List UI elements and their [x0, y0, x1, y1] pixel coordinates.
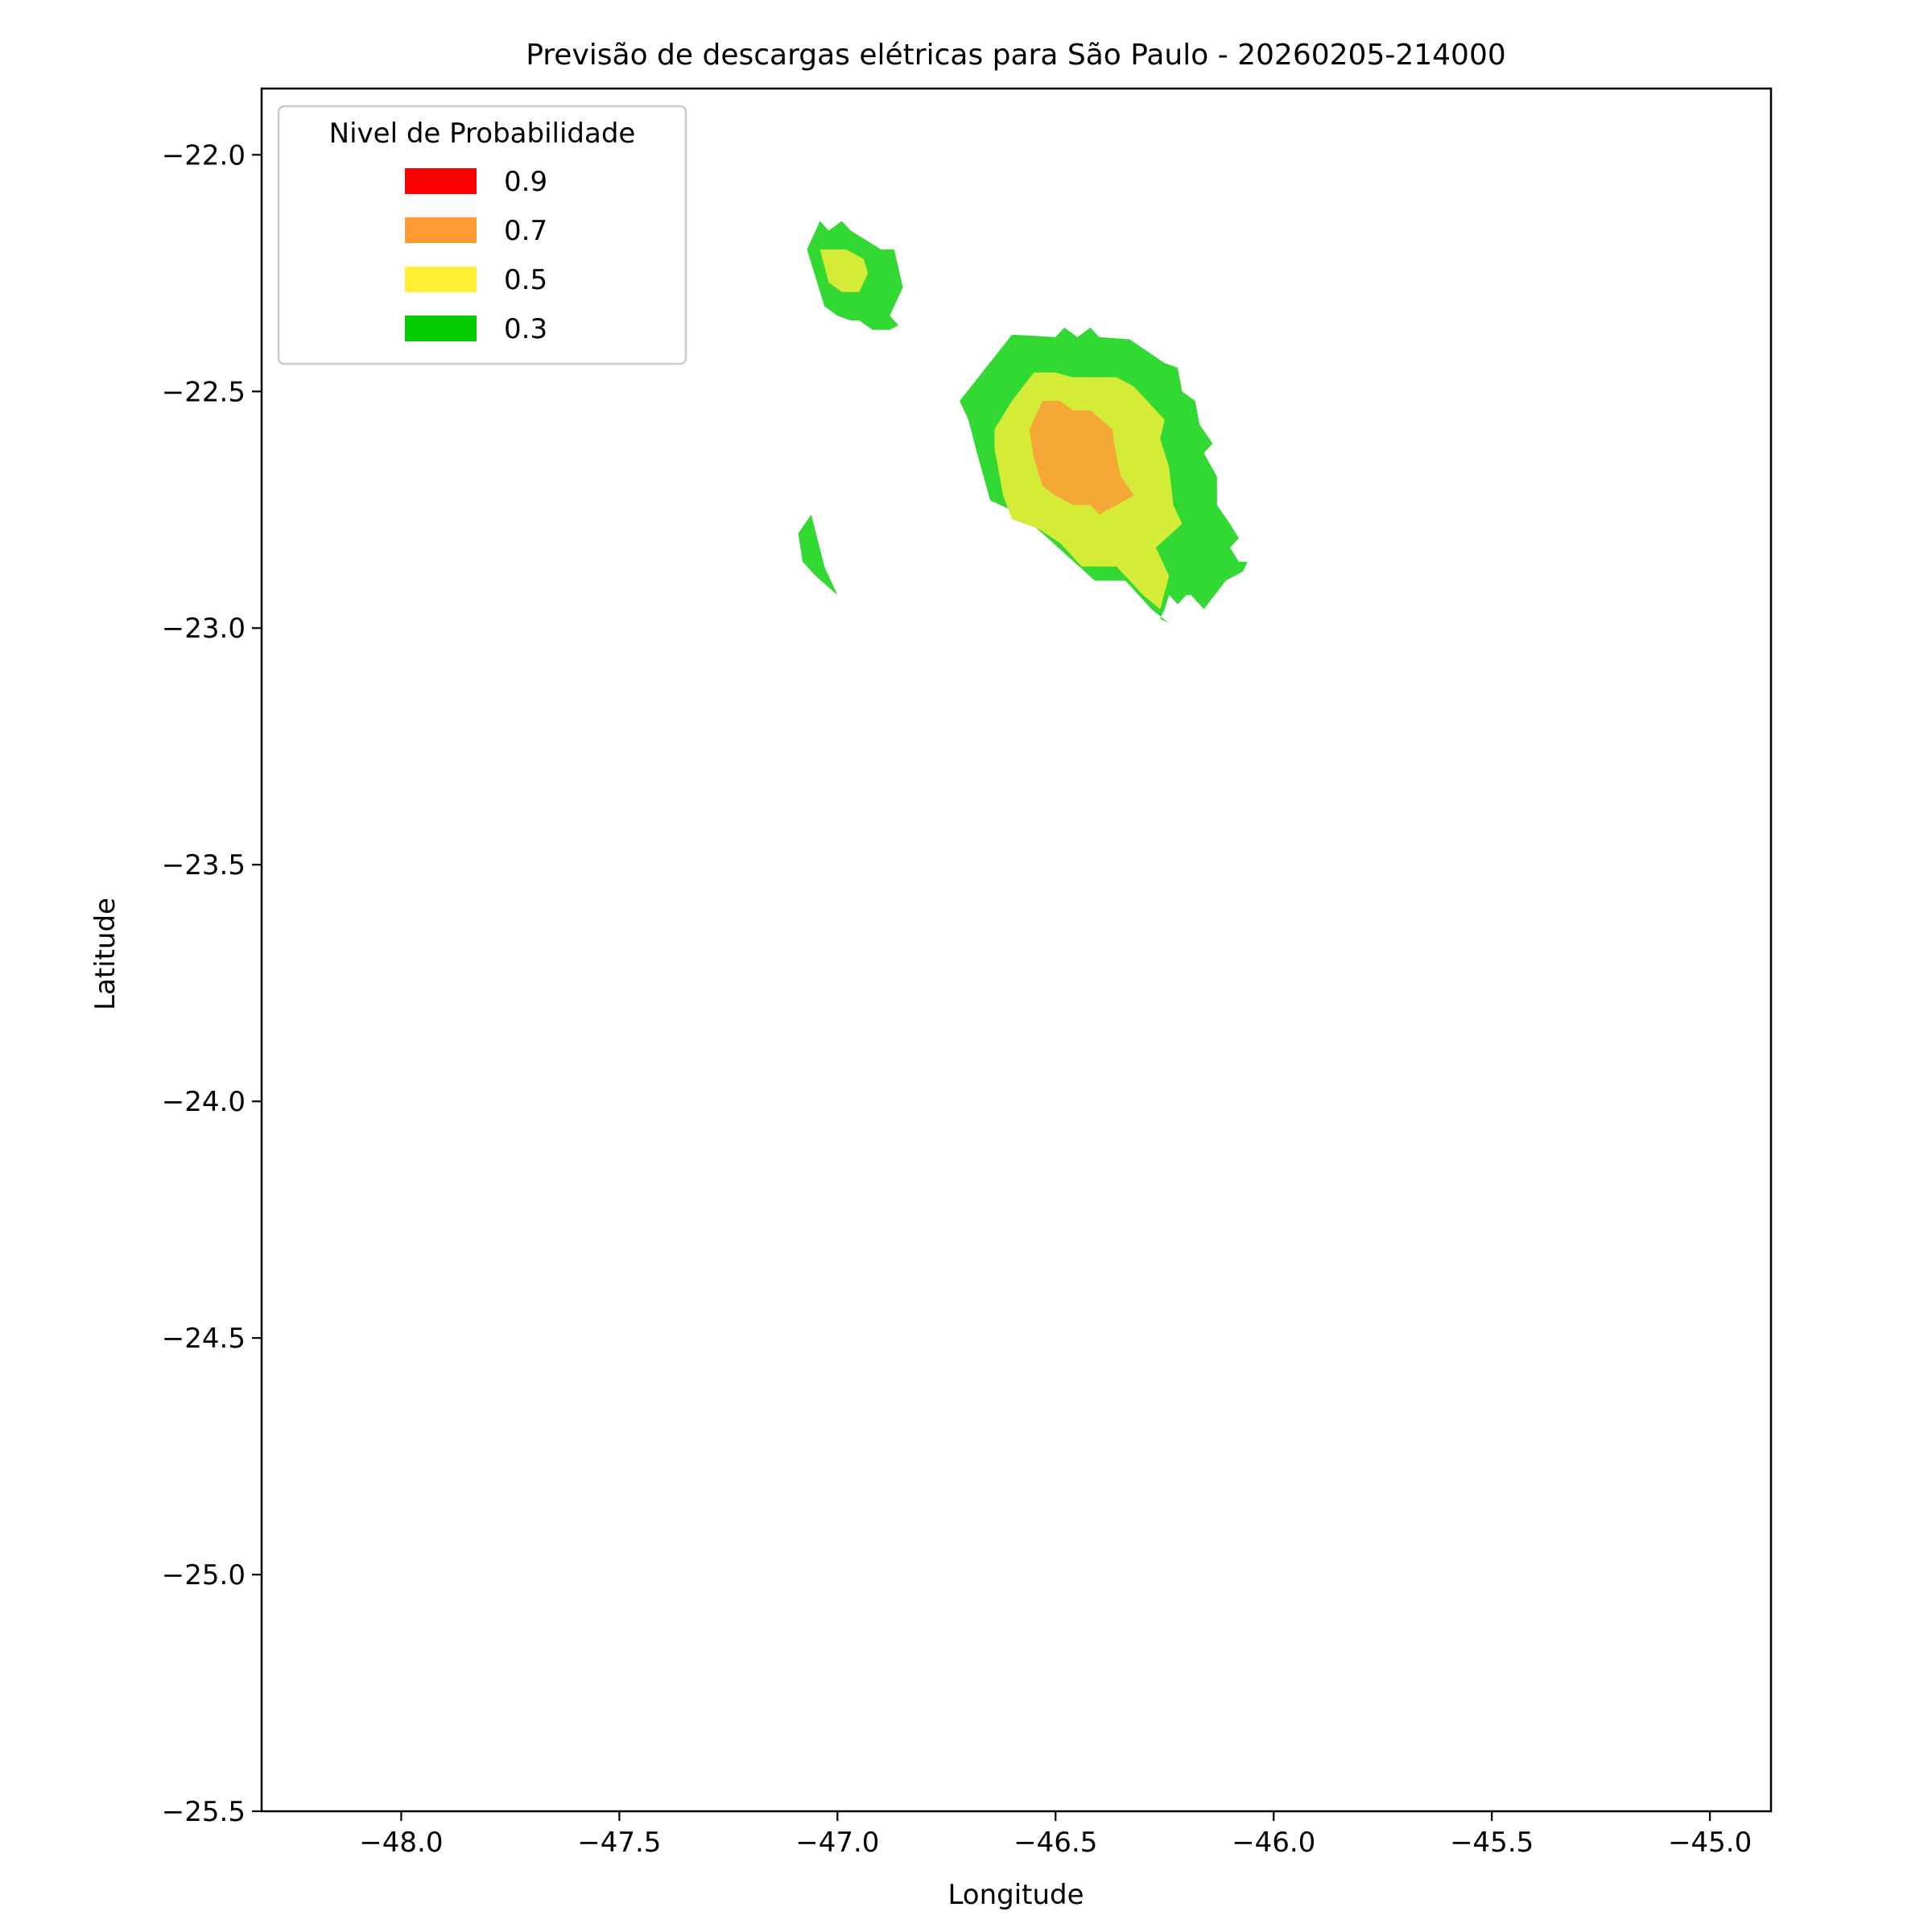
- y-tick-label: −24.5: [162, 1323, 246, 1355]
- contour-region-05-4: [819, 249, 869, 292]
- x-tick-label: −47.0: [795, 1827, 879, 1859]
- legend-label: 0.3: [504, 313, 547, 345]
- y-tick-label: −23.0: [162, 613, 246, 645]
- y-tick-label: −22.5: [162, 376, 246, 408]
- y-axis-label: Latitude: [89, 898, 122, 1010]
- chart-title: Previsão de descargas elétricas para São…: [526, 39, 1506, 72]
- legend: Nivel de Probabilidade 0.9 0.7 0.5 0.3: [277, 105, 687, 365]
- y-tick-label: −22.0: [162, 139, 246, 171]
- legend-swatch: [405, 316, 477, 341]
- legend-entries: 0.9 0.7 0.5 0.3: [405, 166, 547, 345]
- x-axis: −48.0 −47.5 −47.0 −46.5 −46.0 −45.5 −45.0: [359, 1811, 1752, 1859]
- legend-title: Nivel de Probabilidade: [329, 118, 636, 150]
- legend-box: [277, 105, 687, 365]
- plot-frame: [260, 87, 1773, 1813]
- x-tick-label: −48.0: [359, 1827, 443, 1859]
- x-tick-label: −47.5: [577, 1827, 661, 1859]
- y-axis: −22.0 −22.5 −23.0 −23.5 −24.0 −24.5 −25.0 −25.5: [162, 139, 262, 1828]
- y-tick-label: −25.0: [162, 1559, 246, 1591]
- y-tick-label: −24.0: [162, 1086, 246, 1118]
- x-tick-label: −46.0: [1232, 1827, 1315, 1859]
- contour-layer: [798, 221, 1248, 624]
- legend-label: 0.9: [504, 166, 547, 198]
- x-tick-label: −46.5: [1013, 1827, 1097, 1859]
- legend-label: 0.7: [504, 215, 547, 247]
- y-tick-label: −25.5: [162, 1796, 246, 1828]
- legend-swatch: [405, 217, 477, 243]
- x-tick-label: −45.0: [1668, 1827, 1752, 1859]
- legend-swatch: [405, 266, 477, 292]
- x-axis-label: Longitude: [947, 1879, 1084, 1911]
- legend-label: 0.5: [504, 264, 547, 296]
- contour-region-07-2: [1029, 401, 1134, 515]
- legend-swatch: [405, 168, 477, 194]
- contour-region-03-5: [798, 514, 842, 605]
- x-tick-label: −45.5: [1450, 1827, 1534, 1859]
- y-tick-label: −23.5: [162, 849, 246, 881]
